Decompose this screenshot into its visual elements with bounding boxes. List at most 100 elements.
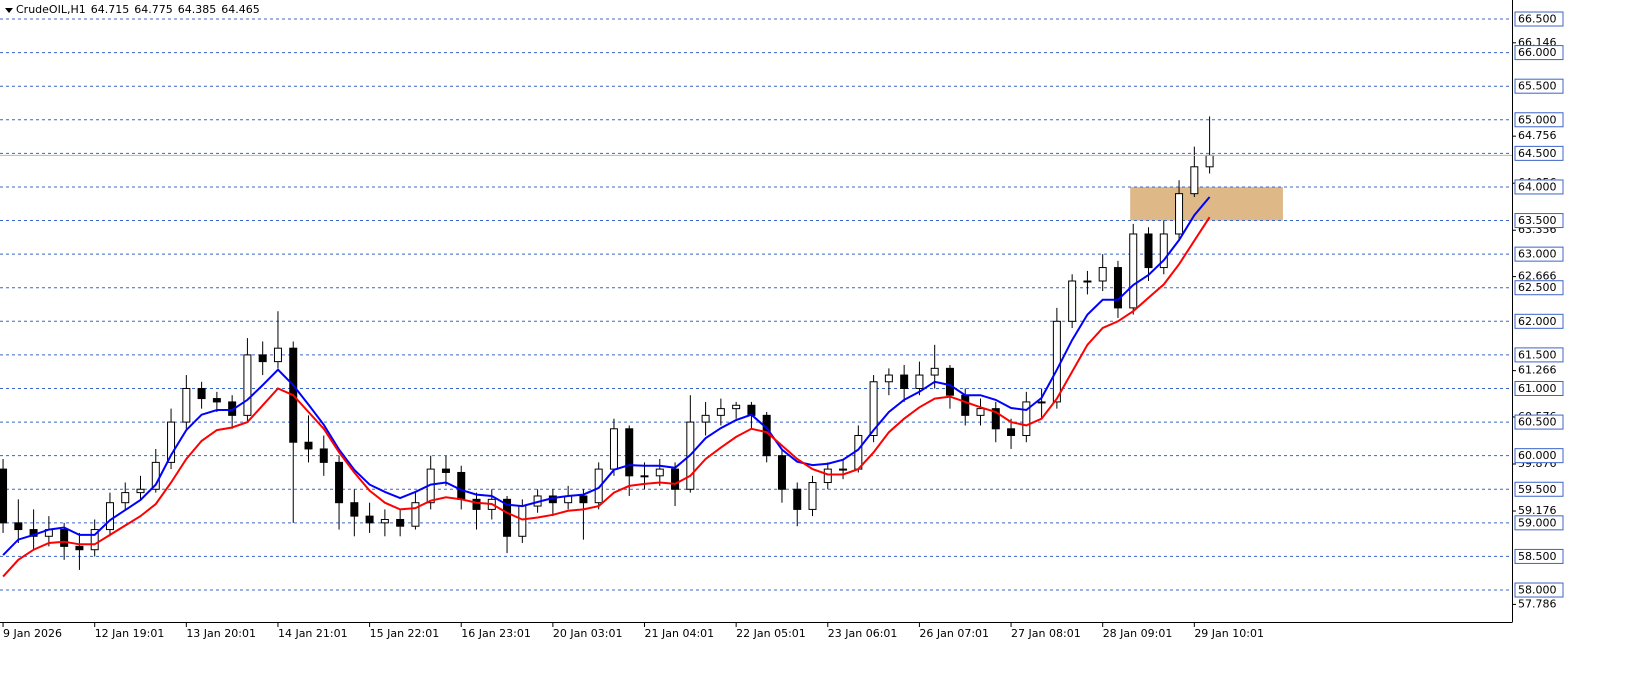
candle-body <box>1037 401 1046 404</box>
candle-body <box>1144 233 1153 269</box>
level-label-box <box>1514 448 1564 464</box>
level-label-box <box>1514 246 1564 262</box>
x-tick-label: 22 Jan 05:01 <box>736 627 806 640</box>
level-label-box <box>1514 45 1564 61</box>
candle-body <box>121 492 130 504</box>
level-label: 58.500 <box>1518 550 1557 563</box>
candle-body <box>701 414 710 423</box>
y-tick-label: 62.666 <box>1518 270 1557 283</box>
level-label-box <box>1514 11 1564 27</box>
candle-body <box>609 428 618 470</box>
x-tick-label: 21 Jan 04:01 <box>645 627 715 640</box>
x-tick-label: 29 Jan 10:01 <box>1194 627 1264 640</box>
level-label: 60.000 <box>1518 449 1557 462</box>
level-label-box <box>1514 280 1564 296</box>
level-label-box <box>1514 414 1564 430</box>
candle-body <box>839 468 848 471</box>
level-label-box <box>1514 380 1564 396</box>
level-label-box <box>1514 515 1564 531</box>
level-label: 63.000 <box>1518 248 1557 261</box>
level-label-box <box>1514 548 1564 564</box>
candle-body <box>1083 280 1092 283</box>
candle-body <box>1098 267 1107 282</box>
candle-body <box>14 522 23 531</box>
chart-header: CrudeOIL,H1 64.715 64.775 64.385 64.465 <box>16 3 265 16</box>
candle-body <box>105 502 114 531</box>
y-tick-label: 61.266 <box>1518 364 1557 377</box>
candle-body <box>1113 267 1122 309</box>
level-label: 64.500 <box>1518 147 1557 160</box>
candle-body <box>1159 233 1168 269</box>
candle-body <box>273 347 282 363</box>
candle-body <box>716 408 725 416</box>
candle-body <box>60 529 69 547</box>
x-tick-label: 27 Jan 08:01 <box>1011 627 1081 640</box>
level-label-box <box>1514 179 1564 195</box>
x-tick-label: 9 Jan 2026 <box>3 627 62 640</box>
level-label: 62.500 <box>1518 281 1557 294</box>
candle-body <box>579 495 588 504</box>
level-label: 66.000 <box>1518 46 1557 59</box>
candle-body <box>1205 154 1214 168</box>
x-tick-label: 12 Jan 19:01 <box>95 627 165 640</box>
candle-body <box>503 498 512 537</box>
level-label-box <box>1514 313 1564 329</box>
x-tick-label: 15 Jan 22:01 <box>370 627 440 640</box>
candle-body <box>884 374 893 383</box>
candle-body <box>472 498 481 510</box>
candle-body <box>396 518 405 527</box>
candle-body <box>243 354 252 416</box>
x-tick-label: 14 Jan 21:01 <box>278 627 348 640</box>
y-tick-label: 57.786 <box>1518 597 1557 610</box>
x-tick-label: 26 Jan 07:01 <box>919 627 989 640</box>
level-label: 62.000 <box>1518 315 1557 328</box>
candle-body <box>777 455 786 490</box>
candle-body <box>625 428 634 477</box>
candle-body <box>1190 166 1199 195</box>
candle-body <box>1068 280 1077 322</box>
level-label-box <box>1514 78 1564 94</box>
ohlc-low: 64.385 <box>177 3 217 16</box>
candle-body <box>365 515 374 524</box>
level-label: 65.000 <box>1518 113 1557 126</box>
candle-body <box>350 502 359 517</box>
zone <box>1130 186 1283 221</box>
menu-triangle[interactable] <box>5 8 13 13</box>
level-label: 64.000 <box>1518 180 1557 193</box>
level-label: 61.000 <box>1518 382 1557 395</box>
candle-body <box>976 408 985 416</box>
candle-body <box>991 408 1000 430</box>
candle-body <box>671 468 680 490</box>
candle-body <box>900 374 909 389</box>
candle-body <box>518 505 527 537</box>
candle-body <box>930 367 939 376</box>
candle-body <box>136 488 145 494</box>
level-label: 63.500 <box>1518 214 1557 227</box>
candle-body <box>335 461 344 504</box>
candle-body <box>457 471 466 500</box>
candle-body <box>808 482 817 510</box>
level-label-box <box>1514 481 1564 497</box>
x-tick-label: 28 Jan 09:01 <box>1103 627 1173 640</box>
x-tick-label: 16 Jan 23:01 <box>461 627 531 640</box>
level-label-box <box>1514 213 1564 229</box>
candle-body <box>1007 428 1016 437</box>
level-label-box <box>1514 582 1564 598</box>
candle-body <box>0 468 8 524</box>
candle-body <box>793 488 802 510</box>
candle-body <box>212 398 221 403</box>
candle-body <box>961 394 970 416</box>
symbol: CrudeOIL,H1 <box>16 3 86 16</box>
level-label: 59.500 <box>1518 483 1557 496</box>
y-tick-label: 64.756 <box>1518 129 1557 142</box>
level-label-box <box>1514 112 1564 128</box>
candle-body <box>304 441 313 450</box>
y-tick-label: 59.176 <box>1518 504 1557 517</box>
candle-body <box>75 545 84 551</box>
candle-body <box>1052 320 1061 403</box>
level-label: 58.000 <box>1518 584 1557 597</box>
candle-body <box>258 354 267 363</box>
